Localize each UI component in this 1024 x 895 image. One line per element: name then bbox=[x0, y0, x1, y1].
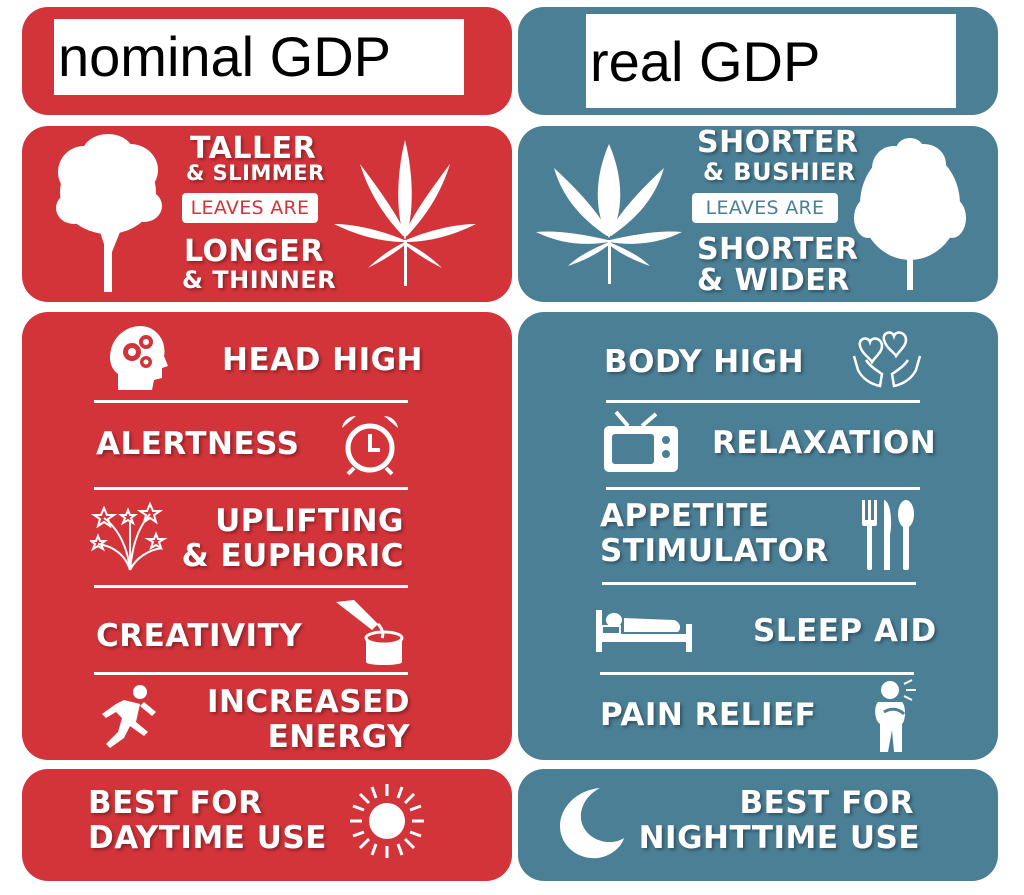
divider bbox=[94, 400, 408, 403]
left-effect-creativity: CREATIVITY bbox=[96, 618, 303, 654]
left-leaf-line3: LONGER bbox=[184, 234, 324, 269]
right-best-line2: NIGHTTIME USE bbox=[638, 820, 920, 856]
running-person-icon bbox=[96, 684, 160, 752]
right-leaf-line2: & BUSHIER bbox=[703, 158, 856, 186]
divider bbox=[600, 672, 914, 675]
right-effect-appetite-2: STIMULATOR bbox=[600, 533, 829, 569]
person-in-pain-icon bbox=[870, 678, 920, 754]
hands-hearts-icon bbox=[852, 326, 922, 390]
right-leaves-pill: LEAVES ARE bbox=[692, 193, 838, 223]
right-title: real GDP bbox=[586, 14, 956, 108]
fireworks-stars-icon bbox=[90, 500, 170, 572]
left-leaves-pill: LEAVES ARE bbox=[182, 193, 318, 223]
left-best-line2: DAYTIME USE bbox=[88, 820, 327, 856]
left-leaf-line1: TALLER bbox=[190, 131, 317, 166]
divider bbox=[94, 487, 408, 490]
right-effect-relaxation: RELAXATION bbox=[712, 425, 937, 461]
divider bbox=[94, 672, 408, 675]
right-effect-body-high: BODY HIGH bbox=[604, 344, 805, 380]
divider bbox=[602, 582, 916, 585]
left-effect-head-high: HEAD HIGH bbox=[222, 342, 424, 378]
divider bbox=[606, 400, 920, 403]
television-icon bbox=[602, 410, 680, 478]
right-leaf-line4: & WIDER bbox=[697, 263, 850, 298]
left-effects-panel bbox=[22, 312, 512, 760]
left-best-line1: BEST FOR bbox=[88, 785, 263, 821]
wide-leaf-icon bbox=[534, 138, 684, 284]
left-leaf-line2: & SLIMMER bbox=[186, 161, 325, 185]
right-leaf-line3: SHORTER bbox=[697, 232, 859, 267]
right-leaf-line1: SHORTER bbox=[697, 125, 859, 160]
right-best-line1: BEST FOR bbox=[739, 785, 914, 821]
left-leaf-line4: & THINNER bbox=[182, 266, 337, 294]
left-effect-uplifting-1: UPLIFTING bbox=[215, 503, 404, 539]
long-leaf-icon bbox=[330, 136, 480, 286]
cutlery-icon bbox=[860, 498, 916, 572]
tall-tree-icon bbox=[50, 132, 166, 294]
right-effect-appetite-1: APPETITE bbox=[600, 498, 770, 534]
left-title: nominal GDP bbox=[54, 19, 464, 95]
crescent-moon-icon bbox=[556, 784, 626, 862]
bushy-tree-icon bbox=[854, 138, 966, 292]
head-gears-icon bbox=[108, 322, 168, 392]
alarm-clock-icon bbox=[338, 412, 402, 476]
left-best-panel bbox=[22, 769, 512, 881]
sun-icon bbox=[348, 782, 426, 860]
right-effect-sleep-aid: SLEEP AID bbox=[753, 613, 937, 649]
divider bbox=[606, 487, 920, 490]
left-effect-uplifting-2: & EUPHORIC bbox=[181, 538, 404, 574]
left-effect-energy-1: INCREASED bbox=[206, 684, 410, 720]
left-effect-energy-2: ENERGY bbox=[267, 719, 410, 755]
right-effects-panel bbox=[518, 312, 998, 760]
divider bbox=[94, 585, 408, 588]
right-best-panel bbox=[518, 769, 998, 881]
right-effect-pain-relief: PAIN RELIEF bbox=[600, 697, 817, 733]
left-effect-alertness: ALERTNESS bbox=[96, 426, 300, 462]
bed-icon bbox=[594, 606, 694, 654]
paint-bucket-icon bbox=[332, 598, 408, 668]
